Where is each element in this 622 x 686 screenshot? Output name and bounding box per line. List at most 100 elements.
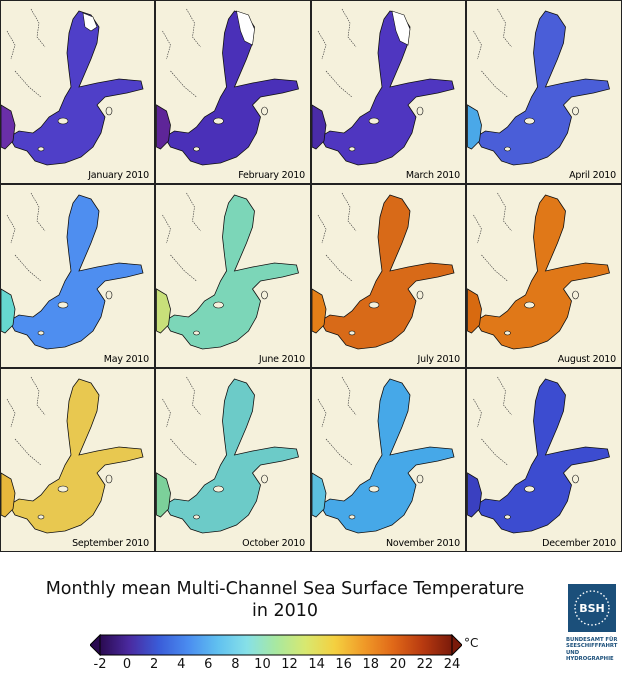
sea-temperature-map	[1, 192, 144, 350]
colorbar-tick-label: 12	[281, 657, 298, 672]
colorbar-tick-label: 18	[362, 657, 380, 672]
ice-cover-area	[236, 10, 255, 46]
coastline	[317, 30, 327, 60]
coastline	[317, 214, 327, 244]
map-panel: January 2010	[0, 0, 155, 184]
island	[348, 514, 356, 520]
coastline	[162, 30, 171, 60]
island	[193, 330, 200, 336]
colorbar-min-arrow	[90, 634, 101, 656]
colorbar-tick-label: 20	[389, 657, 407, 672]
baltic-sea-area	[8, 378, 144, 534]
island	[524, 301, 535, 309]
map-panel: September 2010	[0, 368, 155, 552]
sea-temperature-map	[156, 8, 299, 166]
map-panel: March 2010	[311, 0, 466, 184]
panel-month-label: November 2010	[385, 538, 460, 549]
logo-line-3: UND	[566, 649, 580, 656]
coastline	[473, 30, 482, 60]
map-panel: October 2010	[155, 368, 311, 552]
panel-month-label: December 2010	[542, 538, 616, 549]
coastline	[170, 254, 197, 282]
coastline	[481, 438, 508, 466]
north-sea-area	[156, 288, 171, 334]
map-panel: April 2010	[466, 0, 622, 184]
coastline	[341, 192, 357, 232]
baltic-sea-area	[319, 10, 455, 166]
colorbar-tick-label: 2	[150, 657, 159, 672]
island	[57, 485, 69, 493]
coastline	[325, 438, 353, 466]
coastline	[30, 376, 46, 416]
colorbar	[90, 634, 462, 656]
island	[57, 117, 69, 125]
baltic-sea-area	[474, 10, 610, 166]
coastline	[186, 192, 201, 232]
island	[193, 514, 200, 520]
coastline	[341, 8, 357, 48]
island	[37, 330, 45, 336]
island	[105, 106, 113, 116]
coastline	[6, 30, 16, 60]
colorbar-tick-label: 16	[335, 657, 352, 672]
island	[368, 117, 380, 125]
island	[504, 514, 511, 520]
colorbar-tick-label: 0	[122, 657, 132, 672]
panel-month-label: August 2010	[557, 354, 616, 365]
coastline	[162, 398, 171, 428]
sea-temperature-map	[312, 8, 455, 166]
coastline	[473, 214, 482, 244]
sea-temperature-map	[467, 376, 610, 534]
north-sea-area	[156, 472, 171, 518]
coastline	[497, 192, 512, 232]
island	[504, 146, 511, 152]
island	[193, 146, 200, 152]
coastline	[186, 376, 201, 416]
island	[416, 106, 424, 116]
island	[416, 474, 424, 484]
panel-month-label: July 2010	[417, 354, 461, 365]
baltic-sea-area	[474, 194, 610, 350]
island	[572, 290, 579, 300]
island	[348, 330, 356, 336]
island	[213, 301, 224, 309]
island	[524, 485, 535, 493]
baltic-sea-area	[319, 378, 455, 534]
north-sea-area	[467, 472, 482, 518]
panel-month-label: September 2010	[72, 538, 149, 549]
north-sea-area	[1, 288, 16, 334]
baltic-sea-area	[163, 10, 299, 166]
baltic-sea-area	[319, 194, 455, 350]
panel-month-label: February 2010	[238, 170, 305, 181]
coastline	[497, 376, 512, 416]
coastline	[30, 8, 46, 48]
colorbar-max-arrow	[451, 634, 462, 656]
map-panel: July 2010	[311, 184, 466, 368]
colorbar-tick-label: 14	[308, 657, 325, 672]
coastline	[30, 192, 46, 232]
coastline	[341, 376, 357, 416]
map-panel: August 2010	[466, 184, 622, 368]
island	[37, 514, 45, 520]
colorbar-unit: °C	[464, 636, 479, 650]
colorbar-tick-label: 4	[177, 657, 186, 672]
bsh-logo-text: BUNDESAMT FÜR SEESCHIFFFAHRT UND HYDROGR…	[566, 637, 622, 663]
bsh-logo: BSH	[568, 584, 616, 632]
coastline	[14, 254, 42, 282]
baltic-sea-area	[8, 10, 144, 166]
panel-month-label: January 2010	[88, 170, 149, 181]
baltic-sea-area	[163, 194, 299, 350]
figure-title: Monthly mean Multi-Channel Sea Surface T…	[0, 578, 570, 622]
sea-temperature-map	[467, 8, 610, 166]
baltic-sea-area	[163, 378, 299, 534]
coastline	[325, 254, 353, 282]
panel-month-label: March 2010	[405, 170, 460, 181]
north-sea-area	[467, 288, 482, 334]
island	[572, 474, 579, 484]
map-panel: May 2010	[0, 184, 155, 368]
island	[416, 290, 424, 300]
sea-temperature-map	[156, 376, 299, 534]
sea-temperature-map	[312, 376, 455, 534]
island	[368, 301, 380, 309]
colorbar-tick-label: 22	[416, 657, 434, 672]
